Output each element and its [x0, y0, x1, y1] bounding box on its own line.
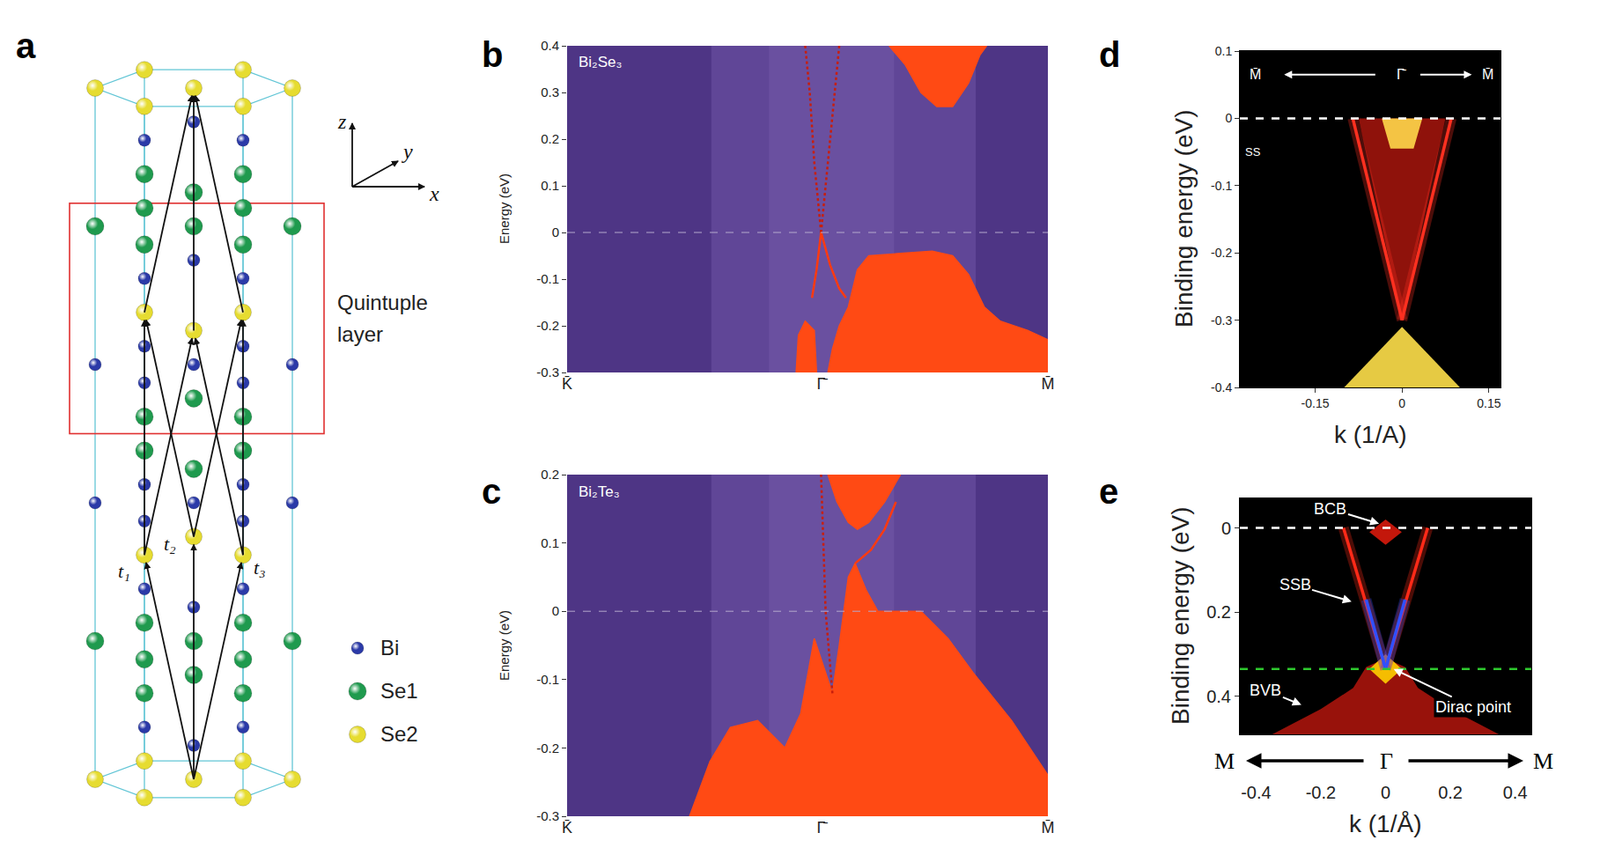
svg-text:t₃: t₃ — [253, 556, 266, 579]
svg-text:Binding energy (eV): Binding energy (eV) — [1170, 110, 1198, 328]
svg-text:b: b — [481, 35, 503, 74]
svg-text:-0.2: -0.2 — [1305, 782, 1336, 803]
svg-text:0.4: 0.4 — [1503, 782, 1528, 803]
svg-text:Se2: Se2 — [380, 722, 419, 746]
svg-text:SS: SS — [1245, 145, 1261, 159]
svg-text:-0.2: -0.2 — [1210, 245, 1232, 260]
svg-text:t₂: t₂ — [163, 532, 177, 555]
svg-text:Bi₂Te₃: Bi₂Te₃ — [578, 483, 620, 501]
svg-text:M: M — [1214, 748, 1235, 775]
svg-text:-0.1: -0.1 — [1210, 178, 1232, 193]
svg-text:M̄: M̄ — [1482, 66, 1494, 82]
svg-text:-0.1: -0.1 — [536, 671, 560, 687]
svg-text:0.15: 0.15 — [1476, 396, 1501, 411]
svg-text:M: M — [1533, 748, 1554, 775]
svg-text:0: 0 — [1380, 782, 1391, 803]
svg-text:Γ̄: Γ̄ — [1396, 66, 1408, 82]
svg-text:z: z — [337, 110, 347, 133]
svg-text:Energy (eV): Energy (eV) — [496, 610, 512, 681]
svg-text:k (1/Å): k (1/Å) — [1349, 810, 1422, 838]
svg-text:Γ: Γ — [1379, 748, 1394, 775]
svg-text:K̄: K̄ — [561, 375, 573, 393]
svg-text:x: x — [428, 182, 440, 206]
svg-text:Γ̄: Γ̄ — [816, 375, 828, 393]
svg-text:-0.3: -0.3 — [536, 808, 560, 824]
svg-text:-0.1: -0.1 — [536, 271, 560, 287]
svg-text:0.2: 0.2 — [1437, 782, 1463, 803]
svg-text:SSB: SSB — [1279, 575, 1312, 594]
svg-text:Bi: Bi — [380, 635, 399, 660]
svg-text:-0.2: -0.2 — [536, 317, 560, 333]
svg-text:0.3: 0.3 — [540, 84, 560, 100]
svg-text:BVB: BVB — [1249, 681, 1282, 700]
svg-text:y: y — [401, 140, 413, 163]
svg-text:Bi₂Se₃: Bi₂Se₃ — [578, 53, 622, 71]
svg-text:Dirac point: Dirac point — [1435, 698, 1512, 716]
svg-text:-0.4: -0.4 — [1210, 380, 1232, 395]
svg-text:-0.3: -0.3 — [1210, 313, 1232, 328]
svg-text:d: d — [1098, 35, 1121, 74]
svg-text:0: 0 — [1398, 396, 1406, 411]
svg-text:Binding energy (eV): Binding energy (eV) — [1166, 507, 1195, 725]
svg-text:0.2: 0.2 — [540, 466, 560, 482]
svg-text:M̄: M̄ — [1041, 375, 1055, 393]
svg-text:Quintuplelayer: Quintuplelayer — [337, 290, 428, 347]
svg-text:0.1: 0.1 — [540, 177, 560, 193]
svg-text:K̄: K̄ — [561, 818, 573, 837]
svg-text:Γ̄: Γ̄ — [816, 818, 828, 837]
svg-text:0.1: 0.1 — [540, 535, 560, 551]
svg-text:0: 0 — [552, 224, 560, 240]
svg-text:t₁: t₁ — [117, 560, 131, 583]
svg-text:-0.15: -0.15 — [1301, 396, 1330, 411]
svg-text:-0.2: -0.2 — [536, 740, 560, 756]
svg-text:a: a — [15, 26, 37, 66]
svg-text:0: 0 — [1224, 110, 1232, 126]
svg-text:M̄: M̄ — [1249, 66, 1261, 82]
svg-text:0: 0 — [1221, 518, 1232, 539]
svg-text:Energy (eV): Energy (eV) — [496, 173, 512, 244]
svg-text:0.4: 0.4 — [1206, 686, 1232, 707]
svg-text:e: e — [1098, 471, 1119, 511]
svg-text:0.4: 0.4 — [540, 37, 560, 53]
svg-text:M̄: M̄ — [1041, 818, 1055, 837]
svg-text:0.1: 0.1 — [1215, 44, 1233, 59]
svg-text:Se1: Se1 — [380, 678, 419, 703]
svg-text:0: 0 — [552, 603, 560, 619]
svg-text:BCB: BCB — [1313, 500, 1347, 518]
svg-text:c: c — [481, 471, 502, 511]
svg-text:-0.3: -0.3 — [536, 364, 560, 380]
svg-text:-0.4: -0.4 — [1240, 782, 1271, 803]
svg-text:0.2: 0.2 — [540, 131, 560, 147]
svg-text:0.2: 0.2 — [1206, 602, 1232, 622]
svg-text:k (1/A): k (1/A) — [1334, 420, 1407, 449]
